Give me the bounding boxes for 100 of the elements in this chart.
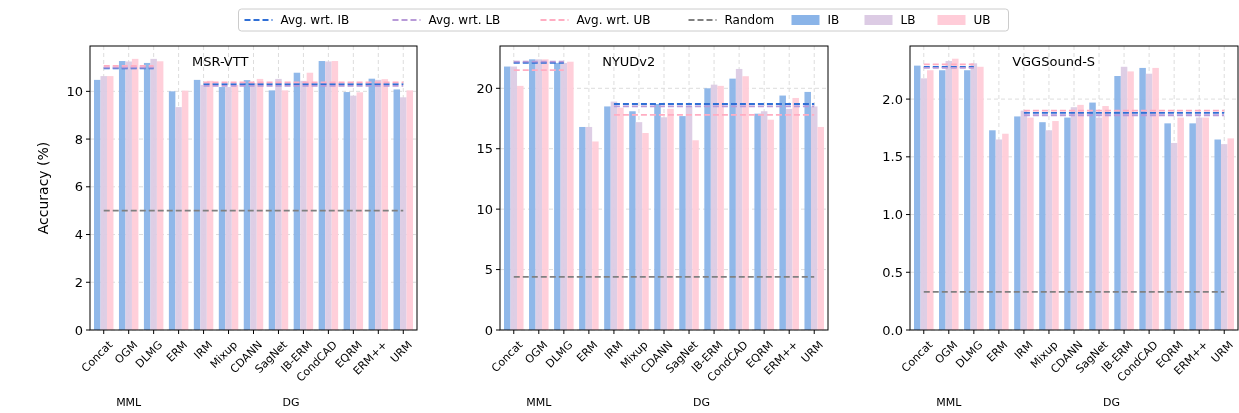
bar xyxy=(667,108,674,330)
bar xyxy=(692,140,699,330)
bar xyxy=(350,95,357,330)
bar xyxy=(325,61,332,330)
legend-label: Random xyxy=(724,13,775,28)
y-tick-label: 0 xyxy=(484,322,493,338)
bar xyxy=(717,85,724,330)
bar xyxy=(1152,67,1159,330)
bar xyxy=(193,79,201,330)
bar xyxy=(1002,133,1009,330)
bar xyxy=(977,66,984,330)
bar xyxy=(529,59,536,330)
bar xyxy=(150,58,157,330)
bar xyxy=(1077,104,1084,330)
bar xyxy=(175,107,182,330)
bar xyxy=(779,95,786,330)
bar xyxy=(206,80,214,330)
bar xyxy=(243,80,251,330)
bar xyxy=(504,66,511,330)
bar xyxy=(754,113,761,330)
bar xyxy=(704,88,711,330)
bar xyxy=(1089,102,1096,330)
bar xyxy=(554,62,561,330)
bar xyxy=(343,92,351,330)
bar xyxy=(256,78,264,330)
bar xyxy=(106,76,114,330)
bar xyxy=(331,61,339,330)
bar xyxy=(610,101,618,330)
bar xyxy=(231,84,239,330)
bar xyxy=(200,84,207,330)
bar xyxy=(964,70,971,330)
y-tick-label: 20 xyxy=(476,80,493,96)
text: DG xyxy=(282,396,300,409)
text: NYUDv2 xyxy=(602,54,656,69)
bar xyxy=(760,111,768,330)
y-tick-label: 10 xyxy=(66,83,83,99)
bar xyxy=(218,87,226,330)
bar xyxy=(1127,71,1134,330)
bar xyxy=(125,61,132,330)
bar xyxy=(804,91,811,330)
y-tick-label: 0.5 xyxy=(882,264,903,280)
bar xyxy=(1020,110,1028,330)
bar xyxy=(792,97,799,330)
legend-label: Avg. wrt. IB xyxy=(280,13,350,28)
text: MML xyxy=(116,396,143,409)
bar xyxy=(1114,76,1121,330)
y-tick-label: 15 xyxy=(476,141,493,157)
text: VGGSound-S xyxy=(1012,54,1096,69)
y-tick-label: 0.0 xyxy=(882,322,903,338)
bar xyxy=(585,126,593,330)
y-tick-label: 8 xyxy=(74,131,83,147)
bar xyxy=(168,91,176,330)
y-tick-label: 2.0 xyxy=(882,91,903,107)
bar xyxy=(560,62,568,330)
text: DG xyxy=(1103,396,1121,409)
y-tick-label: 4 xyxy=(74,227,83,243)
bar xyxy=(945,61,953,330)
bar xyxy=(181,90,189,330)
legend-label: Avg. wrt. UB xyxy=(576,13,651,28)
bar xyxy=(939,70,946,330)
y-tick-label: 5 xyxy=(484,262,493,278)
bar xyxy=(1039,122,1046,330)
bar xyxy=(225,87,232,330)
bar xyxy=(118,61,126,330)
bar xyxy=(1214,139,1221,330)
bar xyxy=(368,78,376,330)
bar xyxy=(914,65,921,330)
bar xyxy=(1045,130,1053,330)
bar xyxy=(275,78,282,330)
bar xyxy=(1170,142,1178,330)
bar xyxy=(143,62,151,330)
bar xyxy=(156,61,164,330)
bar xyxy=(567,61,574,330)
bar xyxy=(1202,117,1209,330)
bar xyxy=(1102,106,1109,330)
bar xyxy=(1227,138,1234,330)
y-tick-label: 1.0 xyxy=(882,207,903,223)
bar xyxy=(742,76,749,330)
bar xyxy=(535,59,543,330)
bar xyxy=(1220,144,1228,330)
bar xyxy=(629,111,636,330)
bar xyxy=(995,139,1003,330)
bar xyxy=(400,97,407,330)
bar xyxy=(393,89,401,330)
bar xyxy=(281,90,289,330)
y-tick-label: 6 xyxy=(74,179,83,195)
bar xyxy=(1164,123,1171,330)
bar xyxy=(1177,117,1184,330)
text: MML xyxy=(526,396,553,409)
bar xyxy=(927,70,934,330)
bar xyxy=(356,92,364,330)
bar xyxy=(300,80,307,330)
bar xyxy=(1070,107,1078,330)
bar xyxy=(952,58,959,330)
text: MSR-VTT xyxy=(191,54,249,69)
bar xyxy=(1189,123,1196,330)
bar xyxy=(93,79,101,330)
bar xyxy=(592,141,599,330)
bar xyxy=(1064,117,1071,330)
bar xyxy=(579,126,586,330)
